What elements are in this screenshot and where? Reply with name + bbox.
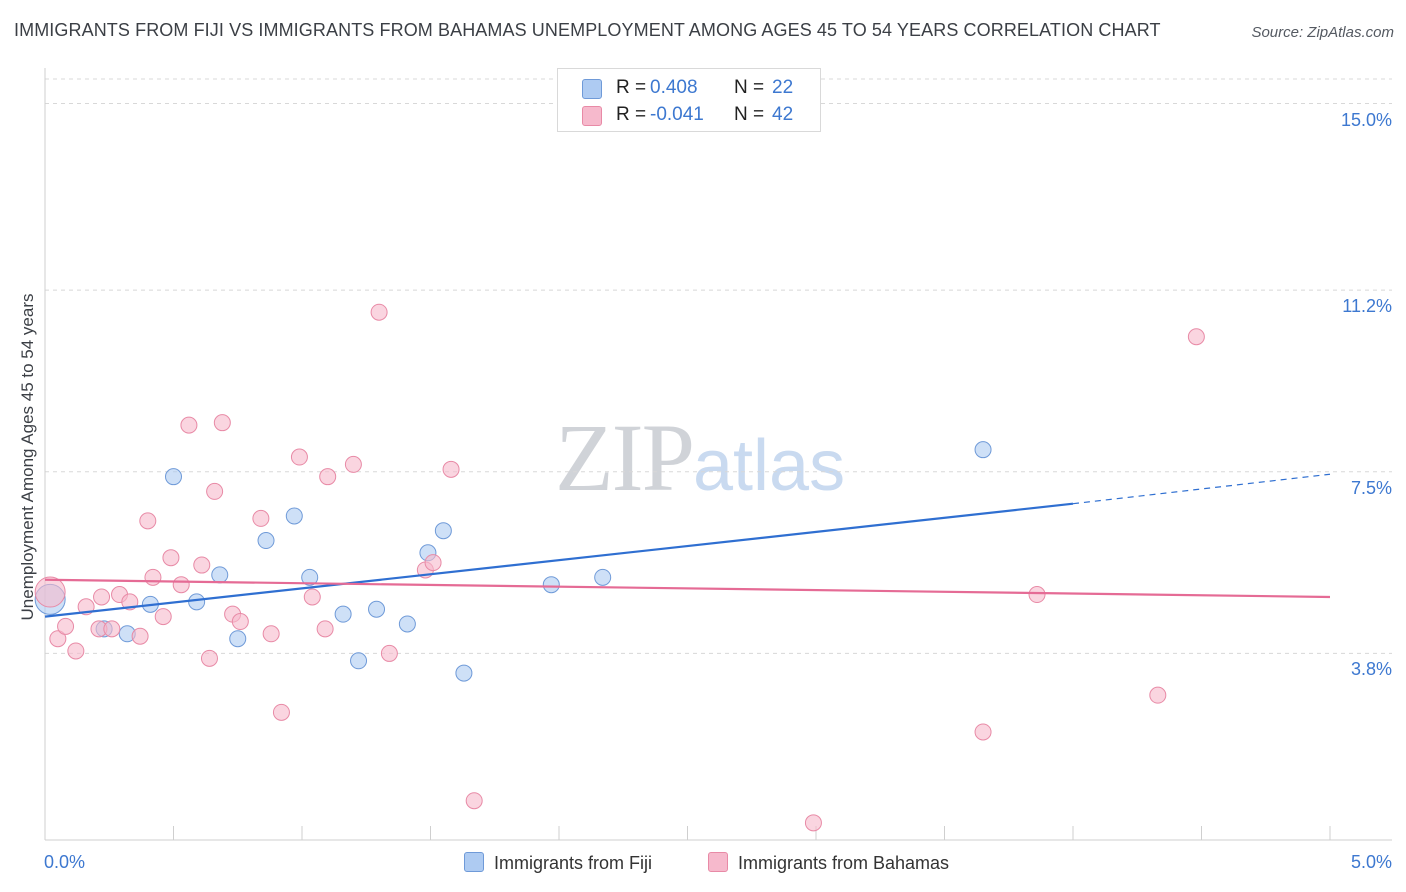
legend-r-label: R = <box>616 104 647 125</box>
bahamas-point <box>154 608 172 626</box>
bahamas-point <box>974 723 992 741</box>
legend-r-label: R = <box>616 77 647 98</box>
bahamas-point <box>162 549 180 567</box>
bahamas-point <box>380 644 398 662</box>
bottom-legend-label-fiji: Immigrants from Fiji <box>494 853 653 873</box>
fiji-point <box>188 593 206 611</box>
bahamas-trend-line <box>44 578 1331 599</box>
bahamas-point <box>272 703 290 721</box>
bahamas-point <box>200 649 218 667</box>
legend-swatch-fiji <box>582 79 602 99</box>
bahamas-point <box>319 468 337 486</box>
source-label: Source: ZipAtlas.com <box>1251 24 1394 41</box>
bahamas-point <box>57 617 75 635</box>
bahamas-point <box>316 620 334 638</box>
fiji-point <box>594 568 612 586</box>
fiji-trend-line <box>44 502 1074 618</box>
fiji-point <box>350 652 368 670</box>
fiji-point <box>434 522 452 540</box>
watermark: ZIPatlas <box>555 402 845 513</box>
bahamas-point <box>424 554 442 572</box>
bahamas-point <box>193 556 211 574</box>
fiji-point <box>974 441 992 459</box>
bahamas-point <box>103 620 121 638</box>
y-tick-label: 3.8% <box>1350 659 1392 680</box>
bahamas-point <box>231 613 249 631</box>
bahamas-point <box>49 630 67 648</box>
bahamas-point <box>131 627 149 645</box>
fiji-point <box>211 566 229 584</box>
bahamas-point <box>370 303 388 321</box>
bahamas-point <box>34 576 66 608</box>
y-tick-label: 11.2% <box>1342 296 1392 317</box>
bahamas-point <box>442 460 460 478</box>
bottom-legend-swatch-fiji <box>464 852 484 872</box>
bahamas-point <box>290 448 308 466</box>
watermark-atlas: atlas <box>693 426 846 506</box>
legend-swatch-bahamas <box>582 106 602 126</box>
fiji-point <box>229 630 247 648</box>
fiji-point <box>257 532 275 550</box>
legend-n-value-fiji: 22 <box>772 77 794 98</box>
bahamas-point <box>465 792 483 810</box>
legend-n-value-bahamas: 42 <box>772 104 794 125</box>
bottom-legend-swatch-bahamas <box>708 852 728 872</box>
fiji-point <box>398 615 416 633</box>
legend-r-value-bahamas: -0.041 <box>650 104 704 125</box>
bahamas-point <box>213 414 231 432</box>
y-tick-label: 7.5% <box>1350 477 1392 498</box>
fiji-point <box>542 576 560 594</box>
correlation-legend: R = 0.408 N = 22 R = -0.041 N = 42 <box>557 68 821 132</box>
legend-n-label: N = <box>734 77 765 98</box>
fiji-point <box>368 600 386 618</box>
bahamas-point <box>206 482 224 500</box>
bahamas-point <box>67 642 85 660</box>
bahamas-point <box>1149 686 1167 704</box>
chart-title: IMMIGRANTS FROM FIJI VS IMMIGRANTS FROM … <box>14 20 1161 40</box>
fiji-point <box>165 468 182 486</box>
bahamas-point <box>139 512 157 530</box>
bahamas-point <box>262 625 280 643</box>
bahamas-point <box>93 588 111 606</box>
bahamas-point <box>1187 328 1205 346</box>
fiji-point <box>455 664 473 682</box>
bahamas-point <box>172 576 190 594</box>
bahamas-point <box>303 588 321 606</box>
bottom-legend-label-bahamas: Immigrants from Bahamas <box>738 853 950 873</box>
bahamas-point <box>1028 586 1046 604</box>
bahamas-point <box>804 814 822 832</box>
watermark-zip: ZIP <box>555 404 695 511</box>
fiji-trend-extension <box>1072 473 1331 505</box>
x-tick-label-max: 5.0% <box>1350 852 1392 872</box>
fiji-point <box>334 605 352 623</box>
bahamas-point <box>344 455 362 473</box>
bottom-legend-fiji: Immigrants from Fiji <box>464 852 652 874</box>
bahamas-point <box>180 416 198 434</box>
fiji-point <box>301 568 319 586</box>
bottom-legend-bahamas: Immigrants from Bahamas <box>708 852 949 874</box>
legend-r-value-fiji: 0.408 <box>650 77 698 98</box>
fiji-point <box>285 507 303 525</box>
y-tick-label: 15.0% <box>1340 109 1392 130</box>
bahamas-point <box>252 509 270 527</box>
bahamas-point <box>144 568 162 586</box>
y-axis-label: Unemployment Among Ages 45 to 54 years <box>18 293 37 621</box>
x-tick-label-min: 0.0% <box>44 852 86 872</box>
legend-n-label: N = <box>734 104 765 125</box>
